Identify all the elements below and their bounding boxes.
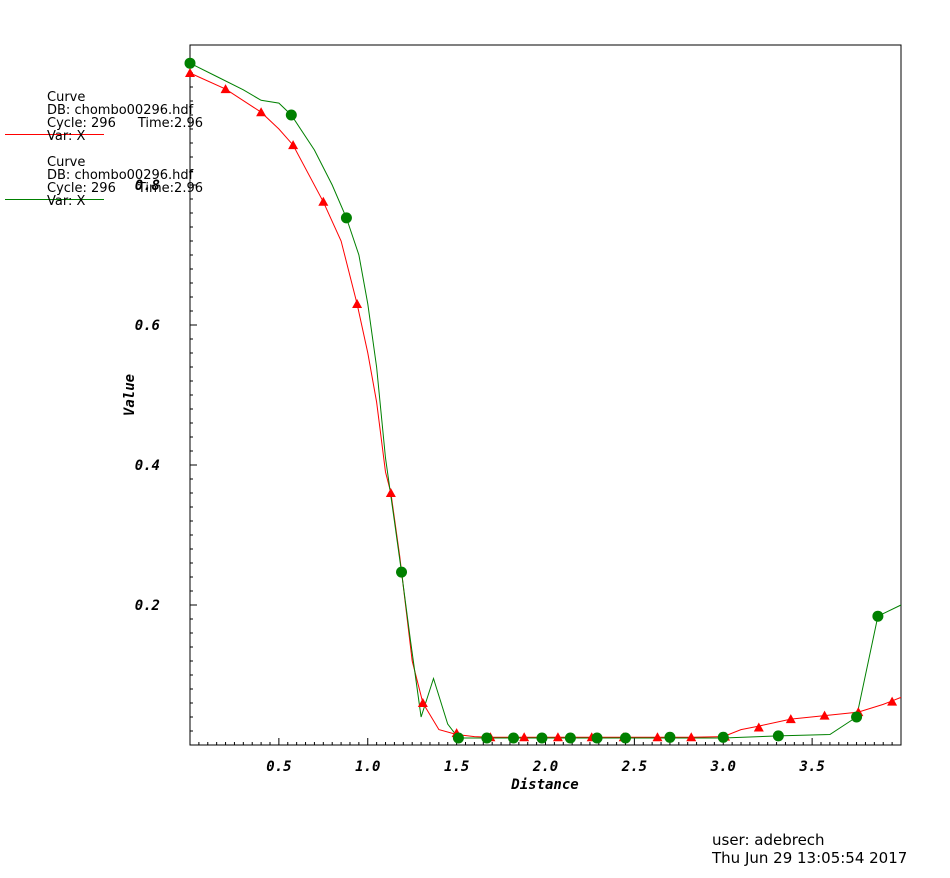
legend-swatch-green xyxy=(5,199,104,200)
plot-frame xyxy=(189,44,902,746)
legend-swatch-red xyxy=(5,134,104,135)
x-tick-label: 0.5 xyxy=(266,759,291,775)
series-2-point xyxy=(340,212,352,224)
y-tick-label: 0.8 xyxy=(135,178,160,194)
legend-db: DB: chombo00296.hdf xyxy=(47,168,194,183)
y-tick-label: 0.6 xyxy=(135,318,160,334)
x-tick-label: 3.0 xyxy=(710,759,736,775)
series-2-line xyxy=(189,62,902,739)
legend-db: DB: chombo00296.hdf xyxy=(47,103,194,118)
y-axis-title: Value xyxy=(122,374,138,416)
series-1-point xyxy=(552,732,563,742)
legend-var: Var: X xyxy=(47,194,86,209)
series-2-point xyxy=(564,732,576,744)
series-2-point xyxy=(536,732,548,744)
series-1-point xyxy=(220,84,231,94)
x-tick-label: 1.5 xyxy=(444,759,469,775)
series-2-point xyxy=(872,610,884,622)
series-1-point xyxy=(785,714,796,724)
series-1-point xyxy=(686,732,697,742)
curve-markers xyxy=(184,57,898,744)
y-tick-label: 0.2 xyxy=(135,598,160,614)
series-1-point xyxy=(519,732,530,742)
legend-time: Time:2.96 xyxy=(137,181,203,196)
series-1-point xyxy=(819,710,830,720)
series-1-point xyxy=(288,140,299,150)
series-1-point xyxy=(318,196,329,206)
legend-cycle: Cycle: 296 xyxy=(47,181,116,196)
legend-title: Curve xyxy=(47,155,86,170)
series-2-point xyxy=(452,732,464,744)
series-1-point xyxy=(185,68,195,77)
series-1-point xyxy=(887,696,898,706)
series-1-point xyxy=(652,732,663,742)
series-2-point xyxy=(619,732,631,744)
x-tick-label: 2.5 xyxy=(621,759,647,775)
legend-title: Curve xyxy=(47,90,86,105)
x-tick-label: 1.0 xyxy=(355,759,380,775)
series-1-point xyxy=(256,107,267,117)
series-2-point xyxy=(591,732,603,744)
series-2-point xyxy=(508,732,520,744)
curves xyxy=(189,62,902,739)
series-2-point xyxy=(481,732,493,744)
series-2-point xyxy=(772,730,784,742)
x-tick-label: 3.5 xyxy=(798,759,824,775)
axis-ticks: 0.5 1.0 1.5 2.0 2.5 3.0 3.5 0.2 0.4 0.6 0.8 xyxy=(135,58,893,775)
series-1-point xyxy=(385,488,396,497)
timestamp: Thu Jun 29 13:05:54 2017 xyxy=(712,849,908,867)
y-tick-label: 0.4 xyxy=(135,458,160,474)
series-2-point xyxy=(184,57,196,69)
x-axis-title: Distance xyxy=(510,777,578,793)
legend-time: Time:2.96 xyxy=(137,116,203,131)
series-2-point xyxy=(396,566,408,578)
legend-curve-1: Curve DB: chombo00296.hdf Cycle: 296 Time… xyxy=(5,90,203,143)
plot-footer: user: adebrech Thu Jun 29 13:05:54 2017 xyxy=(712,831,907,867)
user-label: user: adebrech xyxy=(712,831,825,849)
series-1-point xyxy=(352,299,363,308)
series-1-point xyxy=(753,722,764,732)
legend-var: Var: X xyxy=(47,129,86,144)
legend-cycle: Cycle: 296 xyxy=(47,116,116,131)
series-1-line xyxy=(189,72,902,738)
series-2-point xyxy=(851,711,863,723)
series-2-point xyxy=(664,731,676,743)
series-1-point xyxy=(417,698,428,707)
series-2-point xyxy=(285,109,297,121)
series-2-point xyxy=(717,731,729,743)
legend-curve-2: Curve DB: chombo00296.hdf Cycle: 296 Time… xyxy=(5,155,203,208)
x-tick-label: 2.0 xyxy=(532,759,558,775)
